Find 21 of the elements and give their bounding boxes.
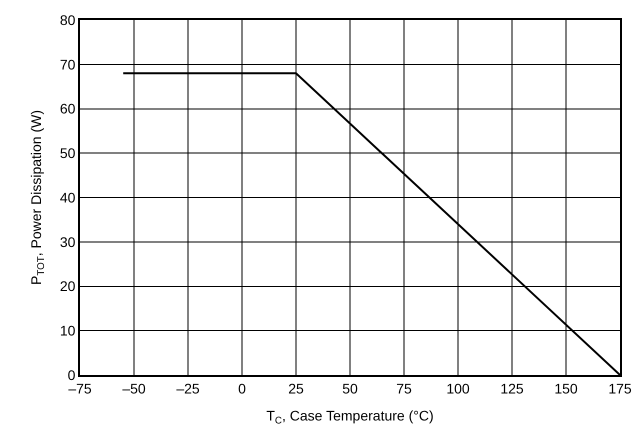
- x-tick-label: –25: [176, 380, 200, 397]
- y-tick-label: 10: [60, 322, 76, 339]
- x-tick-label: 0: [238, 380, 246, 397]
- x-tick-label: –50: [122, 380, 146, 397]
- x-tick-label: 75: [396, 380, 412, 397]
- x-tick-label: 25: [288, 380, 304, 397]
- y-tick-label: 0: [68, 366, 76, 383]
- y-tick-label: 30: [60, 234, 76, 250]
- x-axis-title: T$_{C}$, Case Temperature (°C): [266, 407, 434, 426]
- y-tick-label: 60: [60, 100, 76, 117]
- x-tick-label: –75: [68, 380, 92, 397]
- y-tick-label: 70: [60, 56, 76, 72]
- y-tick-label: 80: [60, 12, 76, 28]
- x-tick-label: 50: [342, 380, 358, 397]
- x-tick-label: 125: [500, 380, 524, 397]
- x-tick-label: 100: [446, 380, 470, 397]
- x-tick-label: 175: [608, 380, 632, 397]
- y-tick-label: 20: [60, 278, 76, 294]
- y-tick-label: 40: [60, 189, 76, 206]
- x-tick-label: 150: [554, 380, 578, 397]
- y-tick-label: 50: [60, 145, 76, 162]
